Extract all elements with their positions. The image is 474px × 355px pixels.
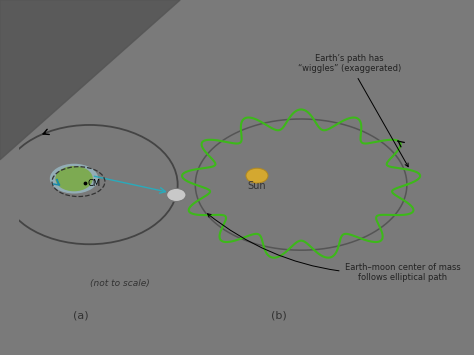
Ellipse shape xyxy=(50,164,98,193)
Text: Sun: Sun xyxy=(248,181,266,191)
Text: (not to scale): (not to scale) xyxy=(91,279,150,288)
Ellipse shape xyxy=(55,166,93,191)
Text: CM: CM xyxy=(87,179,100,187)
Text: Earth–moon center of mass
follows elliptical path: Earth–moon center of mass follows ellipt… xyxy=(208,214,460,282)
Circle shape xyxy=(167,189,186,202)
Text: Earth’s path has
“wiggles” (exaggerated): Earth’s path has “wiggles” (exaggerated) xyxy=(298,54,408,167)
Text: (b): (b) xyxy=(271,311,287,321)
Polygon shape xyxy=(0,0,180,160)
Text: (a): (a) xyxy=(73,311,89,321)
Circle shape xyxy=(246,168,268,183)
